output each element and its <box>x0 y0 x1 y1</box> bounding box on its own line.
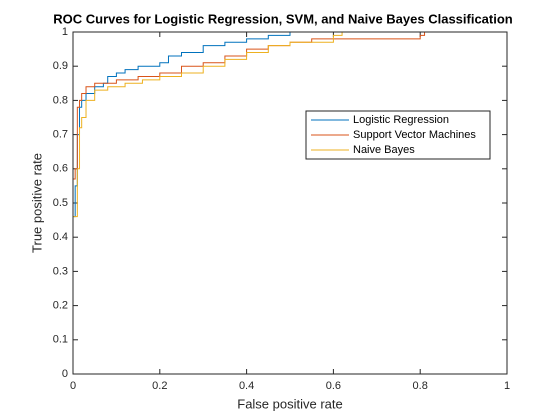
legend-label: Support Vector Machines <box>353 129 476 141</box>
y-tick-label: 0 <box>62 368 68 380</box>
roc-line <box>72 31 507 374</box>
y-axis-label: True positive rate <box>29 153 44 253</box>
x-tick-label: 0.8 <box>413 380 428 392</box>
plot-area <box>73 32 507 374</box>
x-tick-label: 0.6 <box>326 380 341 392</box>
x-tick-label: 1 <box>504 380 510 392</box>
legend-label: Naive Bayes <box>353 144 415 156</box>
x-tick-label: 0.2 <box>152 380 167 392</box>
y-tick-label: 0.9 <box>53 60 68 72</box>
x-axis-label: False positive rate <box>237 396 343 411</box>
x-tick-label: 0 <box>70 380 76 392</box>
y-tick-label: 0.3 <box>53 265 68 277</box>
legend-label: Logistic Regression <box>353 114 449 126</box>
y-tick-label: 0.4 <box>53 231 68 243</box>
roc-line <box>72 31 507 374</box>
y-tick-label: 1 <box>62 26 68 38</box>
y-tick-label: 0.6 <box>53 163 68 175</box>
y-tick-label: 0.5 <box>53 197 68 209</box>
y-tick-label: 0.1 <box>53 334 68 346</box>
x-tick-label: 0.4 <box>239 380 254 392</box>
y-tick-label: 0.2 <box>53 300 68 312</box>
y-tick-label: 0.7 <box>53 129 68 141</box>
y-tick-label: 0.8 <box>53 94 68 106</box>
axes-box <box>72 31 508 375</box>
chart-title: ROC Curves for Logistic Regression, SVM,… <box>53 11 513 26</box>
